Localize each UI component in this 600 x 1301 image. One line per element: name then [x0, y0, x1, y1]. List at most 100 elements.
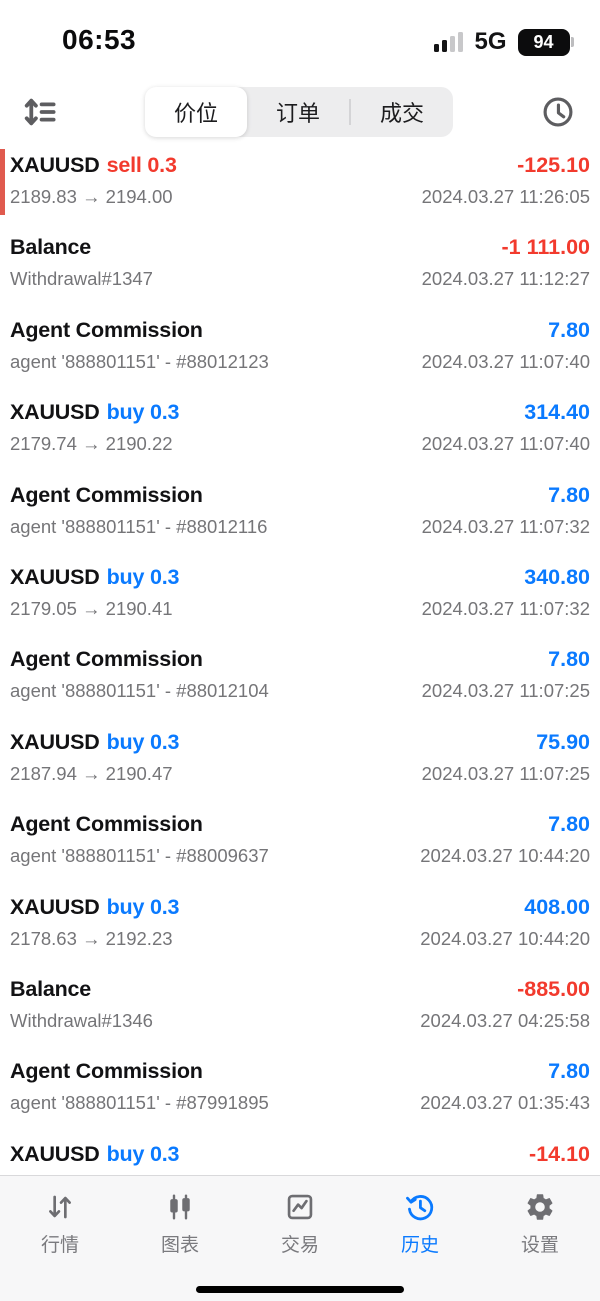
item-detail-row: 2179.05 → 2190.41 2024.03.27 11:07:32 — [10, 598, 590, 620]
timestamp: 2024.03.27 01:35:43 — [420, 1092, 590, 1114]
item-title-row: Agent Commission 7.80 — [10, 1059, 590, 1084]
profit-amount: 7.80 — [548, 317, 590, 342]
price-detail: 2187.94 → 2190.47 — [10, 762, 173, 784]
symbol-label: Agent Commission — [10, 482, 203, 507]
battery-percent: 94 — [517, 28, 570, 56]
item-detail-row: agent '888801151' - #88012123 2024.03.27… — [10, 351, 590, 373]
history-item[interactable]: Agent Commission 7.80 agent '888801151' … — [10, 806, 590, 888]
price-detail: 2178.63 → 2192.23 — [10, 927, 173, 949]
tab-label: 设置 — [520, 1235, 559, 1256]
tab-label: 行情 — [40, 1235, 79, 1256]
history-item[interactable]: Balance -885.00 Withdrawal#1346 2024.03.… — [10, 971, 590, 1053]
symbol-label: Agent Commission — [10, 1059, 203, 1084]
item-title-row: XAUUSD sell 0.3 -125.10 — [10, 153, 590, 178]
history-toolbar: 价位 订单 成交 — [0, 84, 600, 146]
price-detail: agent '888801151' - #88012104 — [10, 680, 269, 702]
symbol-label: Agent Commission — [10, 647, 203, 672]
status-indicators: 5G 94 — [434, 28, 574, 56]
segment-deals[interactable]: 成交 — [351, 87, 453, 137]
timestamp: 2024.03.27 11:07:32 — [421, 597, 590, 619]
item-title-row: Balance -1 111.00 — [10, 235, 590, 260]
tab-charts[interactable]: 图表 — [120, 1191, 240, 1301]
tab-quotes[interactable]: 行情 — [0, 1191, 120, 1301]
item-title-row: Agent Commission 7.80 — [10, 483, 590, 508]
item-title-row: Agent Commission 7.80 — [10, 318, 590, 343]
timestamp: 2024.03.27 11:07:40 — [421, 433, 590, 455]
trade-side-label: buy 0.3 — [106, 894, 180, 919]
item-title: Balance — [10, 977, 91, 1002]
tab-label: 历史 — [400, 1235, 439, 1256]
timestamp: 2024.03.27 10:44:20 — [420, 845, 590, 867]
time-filter-button[interactable] — [538, 94, 578, 134]
candlestick-icon — [164, 1191, 196, 1223]
segment-prices[interactable]: 价位 — [145, 87, 247, 137]
tab-label: 交易 — [280, 1235, 319, 1256]
price-detail: 2179.74 → 2190.22 — [10, 433, 173, 455]
trade-side-label: buy 0.3 — [106, 564, 180, 589]
item-title-row: XAUUSD buy 0.3 75.90 — [10, 730, 590, 755]
price-detail: Withdrawal#1347 — [10, 268, 153, 290]
profit-amount: 340.80 — [524, 564, 590, 589]
battery-nub — [571, 37, 574, 47]
profit-amount: 7.80 — [548, 812, 590, 837]
gear-icon — [524, 1191, 556, 1223]
history-item[interactable]: Agent Commission 7.80 agent '888801151' … — [10, 312, 590, 394]
segment-orders[interactable]: 订单 — [247, 87, 349, 137]
timestamp: 2024.03.27 11:07:25 — [421, 680, 590, 702]
history-item[interactable]: Agent Commission 7.80 agent '888801151' … — [10, 641, 590, 723]
item-detail-row: agent '888801151' - #87991895 2024.03.27… — [10, 1092, 590, 1114]
tab-trade[interactable]: 交易 — [240, 1191, 360, 1301]
item-detail-row: 2179.74 → 2190.22 2024.03.27 11:07:40 — [10, 433, 590, 455]
history-item[interactable]: Balance -1 111.00 Withdrawal#1347 2024.0… — [10, 229, 590, 311]
home-indicator[interactable] — [196, 1286, 404, 1293]
price-detail: 2179.05 → 2190.41 — [10, 597, 173, 619]
timestamp: 2024.03.27 11:07:32 — [421, 515, 590, 537]
symbol-label: Balance — [10, 976, 92, 1001]
symbol-label: XAUUSD — [10, 153, 100, 177]
item-title-row: Agent Commission 7.80 — [10, 812, 590, 837]
view-segmented-control: 价位 订单 成交 — [145, 87, 453, 137]
profit-amount: -125.10 — [517, 153, 590, 177]
history-list: XAUUSD sell 0.3 -125.10 2189.83 → 2194.00… — [0, 147, 600, 1301]
profit-amount: -1 111.00 — [501, 235, 590, 260]
item-title: XAUUSD buy 0.3 — [10, 1142, 179, 1167]
item-detail-row: 2187.94 → 2190.47 2024.03.27 11:07:25 — [10, 763, 590, 785]
segment-label: 成交 — [379, 101, 424, 126]
trade-side-label: buy 0.3 — [106, 400, 180, 425]
symbol-label: Balance — [10, 235, 92, 260]
trade-side-label: buy 0.3 — [106, 729, 180, 754]
price-detail: 2189.83 → 2194.00 — [10, 186, 173, 207]
item-title: Agent Commission — [10, 812, 203, 837]
segment-divider — [349, 99, 351, 125]
history-item[interactable]: XAUUSD sell 0.3 -125.10 2189.83 → 2194.00… — [0, 147, 590, 229]
profit-amount: 75.90 — [536, 729, 590, 754]
item-title: XAUUSD buy 0.3 — [10, 730, 179, 755]
history-item[interactable]: XAUUSD buy 0.3 75.90 2187.94 → 2190.47 20… — [10, 724, 590, 806]
history-item[interactable]: XAUUSD buy 0.3 340.80 2179.05 → 2190.41 2… — [10, 559, 590, 641]
tab-settings[interactable]: 设置 — [480, 1191, 600, 1301]
sort-button[interactable] — [20, 94, 60, 134]
segment-label: 价位 — [173, 101, 218, 126]
profit-amount: -885.00 — [517, 976, 590, 1001]
history-item[interactable]: XAUUSD buy 0.3 314.40 2179.74 → 2190.22 2… — [10, 394, 590, 476]
updown-arrows-icon — [44, 1191, 76, 1223]
profit-amount: 408.00 — [524, 894, 590, 919]
profit-amount: 7.80 — [548, 647, 590, 672]
trade-side-label: sell 0.3 — [106, 153, 177, 177]
history-item[interactable]: XAUUSD buy 0.3 408.00 2178.63 → 2192.23 2… — [10, 889, 590, 971]
item-title: XAUUSD sell 0.3 — [10, 153, 177, 178]
history-item[interactable]: XAUUSD buy 0.3 -14.10 — [10, 1136, 590, 1218]
tab-history[interactable]: 历史 — [360, 1191, 480, 1301]
item-title: Agent Commission — [10, 1059, 203, 1084]
clock-icon — [540, 94, 576, 135]
history-item[interactable]: Agent Commission 7.80 agent '888801151' … — [10, 1053, 590, 1135]
item-title: XAUUSD buy 0.3 — [10, 565, 179, 590]
item-title: Agent Commission — [10, 483, 203, 508]
symbol-label: XAUUSD — [10, 400, 100, 425]
timestamp: 2024.03.27 11:26:05 — [421, 186, 590, 207]
profit-amount: 7.80 — [548, 482, 590, 507]
history-item[interactable]: Agent Commission 7.80 agent '888801151' … — [10, 477, 590, 559]
price-detail: Withdrawal#1346 — [10, 1009, 153, 1031]
item-title-row: Balance -885.00 — [10, 977, 590, 1002]
